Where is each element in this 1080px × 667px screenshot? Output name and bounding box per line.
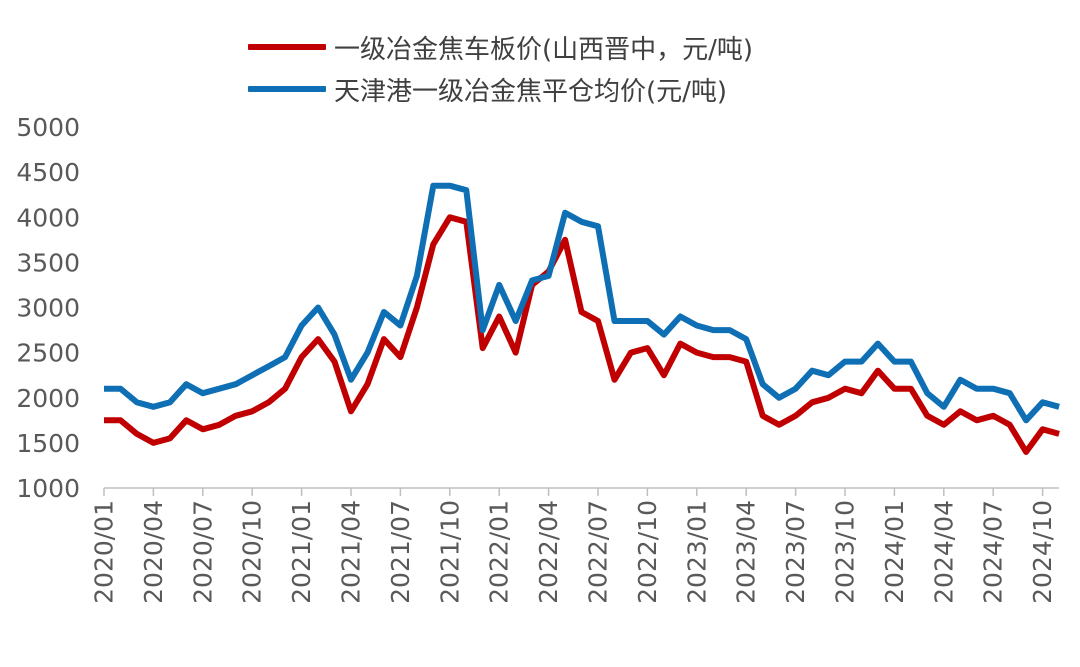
y-tick-label: 3500 [16, 248, 80, 277]
legend-swatch-tianjin [248, 86, 326, 92]
y-tick-label: 3000 [16, 294, 80, 323]
y-tick-label: 4500 [16, 158, 80, 187]
x-tick-label: 2020/10 [238, 500, 267, 604]
chart-legend: 一级冶金焦车板价(山西晋中，元/吨) 天津港一级冶金焦平仓均价(元/吨) [248, 26, 753, 110]
y-tick-label: 2000 [16, 384, 80, 413]
y-tick-label: 2500 [16, 339, 80, 368]
legend-item-shanxi: 一级冶金焦车板价(山西晋中，元/吨) [248, 26, 753, 68]
x-tick-label: 2022/07 [584, 500, 613, 604]
x-tick-label: 2024/07 [979, 500, 1008, 604]
x-tick-label: 2024/10 [1028, 500, 1057, 604]
x-tick-label: 2022/10 [633, 500, 662, 604]
legend-label-shanxi: 一级冶金焦车板价(山西晋中，元/吨) [334, 34, 754, 65]
legend-swatch-shanxi [248, 44, 326, 50]
y-tick-label: 5000 [16, 113, 80, 142]
x-tick-label: 2023/01 [682, 500, 711, 604]
legend-item-tianjin: 天津港一级冶金焦平仓均价(元/吨) [248, 68, 753, 110]
y-tick-label: 1500 [16, 429, 80, 458]
x-tick-label: 2020/07 [188, 500, 217, 604]
legend-label-tianjin: 天津港一级冶金焦平仓均价(元/吨) [334, 76, 728, 107]
y-tick-label: 4000 [16, 203, 80, 232]
x-tick-label: 2022/04 [534, 500, 563, 604]
x-tick-label: 2020/01 [90, 500, 119, 604]
y-tick-label: 1000 [16, 474, 80, 503]
x-tick-label: 2024/04 [929, 500, 958, 604]
series-line-tianjin [104, 182, 1060, 424]
x-tick-label: 2021/07 [386, 500, 415, 604]
x-tick-label: 2023/10 [831, 500, 860, 604]
series-line-shanxi [104, 214, 1060, 455]
x-tick-label: 2020/04 [139, 500, 168, 604]
x-tick-label: 2022/01 [485, 500, 514, 604]
x-tick-label: 2023/07 [781, 500, 810, 604]
x-tick-label: 2023/04 [732, 500, 761, 604]
x-tick-label: 2021/10 [435, 500, 464, 604]
x-tick-label: 2021/04 [337, 500, 366, 604]
x-tick-label: 2024/01 [880, 500, 909, 604]
x-tick-label: 2021/01 [287, 500, 316, 604]
